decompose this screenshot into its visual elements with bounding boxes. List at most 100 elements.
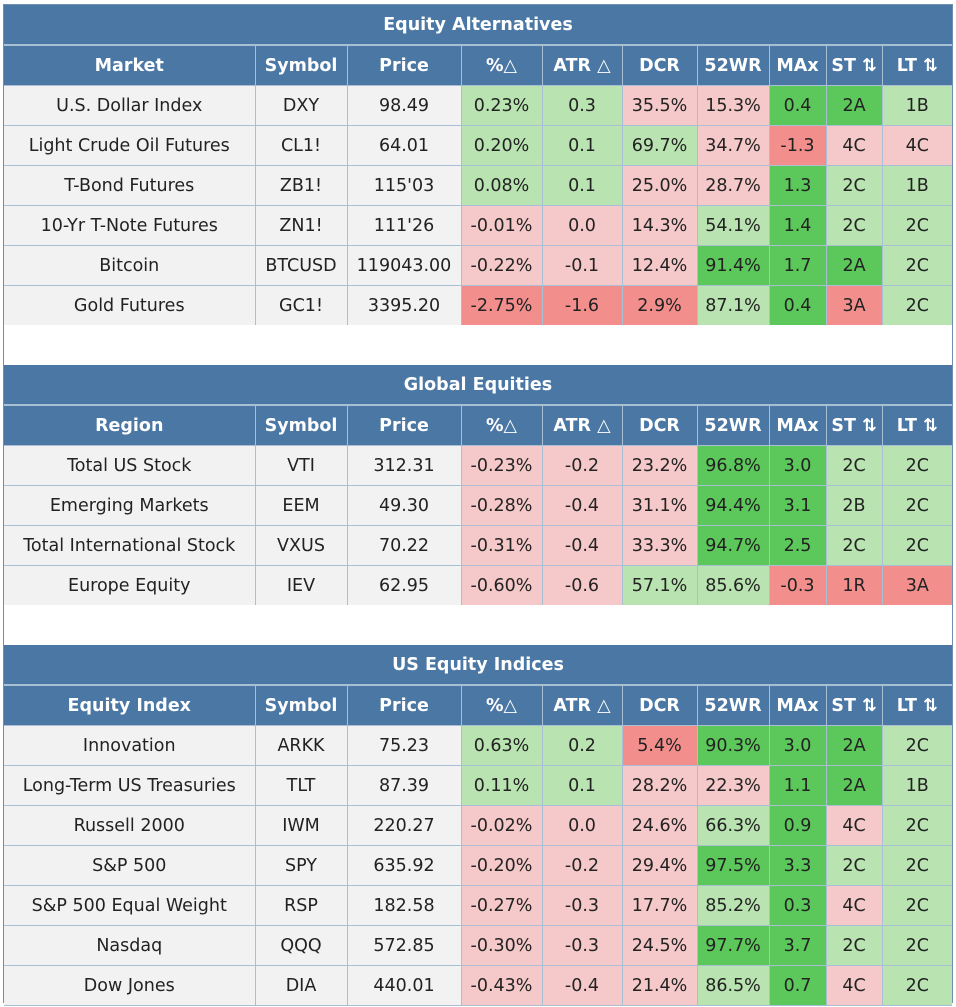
table-row[interactable]: Innovation ARKK 75.23 0.63% 0.2 5.4% 90.3% 3.0 2… [4, 725, 952, 766]
header-col-lt[interactable]: LT ⇅ [881, 405, 952, 446]
header-col-symbol[interactable]: Symbol [254, 405, 348, 446]
header-col-lt[interactable]: LT ⇅ [881, 685, 952, 726]
st-cell: 2A [825, 725, 883, 766]
header-col-dcr[interactable]: DCR [621, 405, 698, 446]
st-cell: 2C [825, 445, 883, 486]
header-col-price[interactable]: Price [346, 45, 462, 86]
pct-change-cell: 0.20% [460, 125, 543, 166]
name-cell: Total US Stock [4, 445, 256, 486]
st-cell: 2A [825, 765, 883, 806]
header-col-pct-change[interactable]: %△ [460, 405, 543, 446]
atr-change-cell: 0.0 [541, 805, 623, 846]
max-cell: 1.4 [768, 205, 827, 246]
atr-change-cell: -0.3 [541, 885, 623, 926]
header-col-max[interactable]: MAx [768, 405, 827, 446]
header-col-52wr[interactable]: 52WR [696, 685, 770, 726]
price-cell: 635.92 [346, 845, 462, 886]
table-row[interactable]: S&P 500 SPY 635.92 -0.20% -0.2 29.4% 97.5% 3.3 2… [4, 845, 952, 886]
table-row[interactable]: Dow Jones DIA 440.01 -0.43% -0.4 21.4% 86.5% 0.… [4, 965, 952, 1006]
name-cell: Total International Stock [4, 525, 256, 566]
st-cell: 4C [825, 965, 883, 1006]
symbol-cell: IEV [254, 565, 348, 606]
table-row[interactable]: Total US Stock VTI 312.31 -0.23% -0.2 23.2% 96… [4, 445, 952, 486]
header-col-price[interactable]: Price [346, 685, 462, 726]
table-row[interactable]: Light Crude Oil Futures CL1! 64.01 0.20% 0.1… [4, 125, 952, 166]
header-col-atr-change[interactable]: ATR △ [541, 405, 623, 446]
52wr-cell: 85.6% [696, 565, 770, 606]
lt-cell: 2C [881, 965, 952, 1006]
header-col-st[interactable]: ST ⇅ [825, 685, 883, 726]
header-col-52wr[interactable]: 52WR [696, 45, 770, 86]
header-col-dcr[interactable]: DCR [621, 685, 698, 726]
header-col-lt[interactable]: LT ⇅ [881, 45, 952, 86]
pct-change-cell: 0.11% [460, 765, 543, 806]
equity-alternatives-table: Market Symbol Price %△ ATR △ DCR 52WR MAx ST ⇅ LT… [4, 45, 952, 326]
max-cell: 2.5 [768, 525, 827, 566]
header-col-symbol[interactable]: Symbol [254, 45, 348, 86]
table-row[interactable]: Nasdaq QQQ 572.85 -0.30% -0.3 24.5% 97.7% 3.7 2C… [4, 925, 952, 966]
symbol-cell: VXUS [254, 525, 348, 566]
52wr-cell: 54.1% [696, 205, 770, 246]
dcr-cell: 5.4% [621, 725, 698, 766]
max-cell: 0.7 [768, 965, 827, 1006]
pct-change-cell: 0.08% [460, 165, 543, 206]
symbol-cell: DIA [254, 965, 348, 1006]
header-col-st[interactable]: ST ⇅ [825, 405, 883, 446]
st-cell: 2A [825, 245, 883, 286]
52wr-cell: 96.8% [696, 445, 770, 486]
table-row[interactable]: Gold Futures GC1! 3395.20 -2.75% -1.6 2.9% 87.… [4, 285, 952, 326]
table-row[interactable]: Russell 2000 IWM 220.27 -0.02% 0.0 24.6% 66.3%… [4, 805, 952, 846]
lt-cell: 2C [881, 725, 952, 766]
52wr-cell: 91.4% [696, 245, 770, 286]
section-spacer [4, 325, 952, 365]
header-col-max[interactable]: MAx [768, 685, 827, 726]
pct-change-cell: -0.22% [460, 245, 543, 286]
header-col-market[interactable]: Region [4, 405, 256, 446]
atr-change-cell: -0.1 [541, 245, 623, 286]
table-row[interactable]: Total International Stock VXUS 70.22 -0.31%… [4, 525, 952, 566]
table-row[interactable]: Bitcoin BTCUSD 119043.00 -0.22% -0.1 12.4% 91.… [4, 245, 952, 286]
section-title: Global Equities [4, 365, 952, 405]
header-col-price[interactable]: Price [346, 405, 462, 446]
name-cell: Nasdaq [4, 925, 256, 966]
52wr-cell: 15.3% [696, 85, 770, 126]
header-col-atr-change[interactable]: ATR △ [541, 685, 623, 726]
price-cell: 98.49 [346, 85, 462, 126]
header-col-dcr[interactable]: DCR [621, 45, 698, 86]
table-row[interactable]: Long-Term US Treasuries TLT 87.39 0.11% 0.1 2… [4, 765, 952, 806]
name-cell: S&P 500 Equal Weight [4, 885, 256, 926]
st-cell: 3A [825, 285, 883, 326]
header-col-52wr[interactable]: 52WR [696, 405, 770, 446]
name-cell: 10-Yr T-Note Futures [4, 205, 256, 246]
max-cell: -0.3 [768, 565, 827, 606]
52wr-cell: 94.4% [696, 485, 770, 526]
name-cell: Dow Jones [4, 965, 256, 1006]
header-col-pct-change[interactable]: %△ [460, 685, 543, 726]
header-col-max[interactable]: MAx [768, 45, 827, 86]
st-cell: 1R [825, 565, 883, 606]
atr-change-cell: -0.2 [541, 445, 623, 486]
header-col-market[interactable]: Market [4, 45, 256, 86]
table-row[interactable]: T-Bond Futures ZB1! 115'03 0.08% 0.1 25.0% 28.… [4, 165, 952, 206]
price-cell: 440.01 [346, 965, 462, 1006]
max-cell: 1.1 [768, 765, 827, 806]
table-row[interactable]: U.S. Dollar Index DXY 98.49 0.23% 0.3 35.5% 15… [4, 85, 952, 126]
header-col-market[interactable]: Equity Index [4, 685, 256, 726]
table-row[interactable]: Europe Equity IEV 62.95 -0.60% -0.6 57.1% 85.6… [4, 565, 952, 606]
pct-change-cell: -0.60% [460, 565, 543, 606]
symbol-cell: QQQ [254, 925, 348, 966]
52wr-cell: 90.3% [696, 725, 770, 766]
header-col-symbol[interactable]: Symbol [254, 685, 348, 726]
header-col-st[interactable]: ST ⇅ [825, 45, 883, 86]
table-row[interactable]: S&P 500 Equal Weight RSP 182.58 -0.27% -0.3 1… [4, 885, 952, 926]
header-col-pct-change[interactable]: %△ [460, 45, 543, 86]
max-cell: 0.9 [768, 805, 827, 846]
dcr-cell: 25.0% [621, 165, 698, 206]
header-col-atr-change[interactable]: ATR △ [541, 45, 623, 86]
table-row[interactable]: Emerging Markets EEM 49.30 -0.28% -0.4 31.1% 9… [4, 485, 952, 526]
us-equity-indices-table: Equity Index Symbol Price %△ ATR △ DCR 52WR MAx… [4, 685, 952, 1006]
dcr-cell: 23.2% [621, 445, 698, 486]
dcr-cell: 57.1% [621, 565, 698, 606]
table-row[interactable]: 10-Yr T-Note Futures ZN1! 111'26 -0.01% 0.0 1… [4, 205, 952, 246]
price-cell: 70.22 [346, 525, 462, 566]
